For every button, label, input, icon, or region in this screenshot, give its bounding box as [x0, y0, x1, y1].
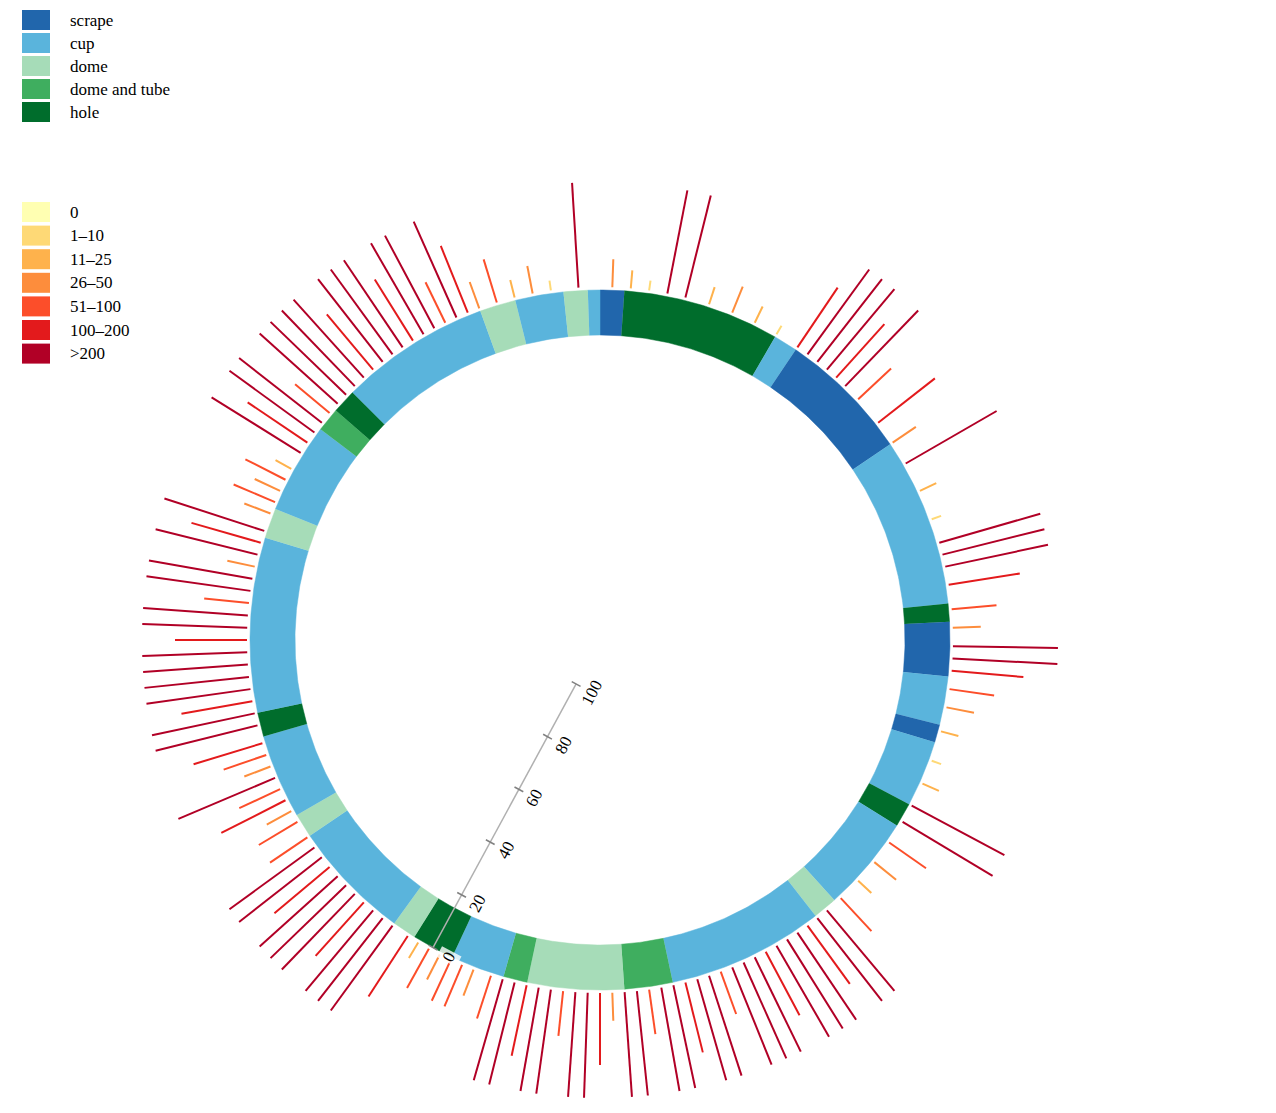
svg-text:100–200: 100–200 — [70, 321, 130, 340]
svg-text:100: 100 — [577, 677, 606, 708]
svg-text:scrape: scrape — [70, 11, 113, 30]
svg-text:51–100: 51–100 — [70, 297, 121, 316]
svg-text:60: 60 — [522, 786, 547, 810]
svg-text:20: 20 — [465, 891, 490, 915]
svg-text:hole: hole — [70, 103, 99, 122]
svg-text:40: 40 — [494, 838, 519, 862]
svg-text:>200: >200 — [70, 344, 105, 363]
svg-text:cup: cup — [70, 34, 95, 53]
svg-text:0: 0 — [70, 203, 79, 222]
svg-text:dome and tube: dome and tube — [70, 80, 170, 99]
svg-text:1–10: 1–10 — [70, 226, 104, 245]
svg-text:dome: dome — [70, 57, 108, 76]
svg-text:26–50: 26–50 — [70, 273, 113, 292]
svg-text:11–25: 11–25 — [70, 250, 112, 269]
svg-text:80: 80 — [551, 733, 576, 757]
svg-text:0: 0 — [438, 949, 459, 965]
